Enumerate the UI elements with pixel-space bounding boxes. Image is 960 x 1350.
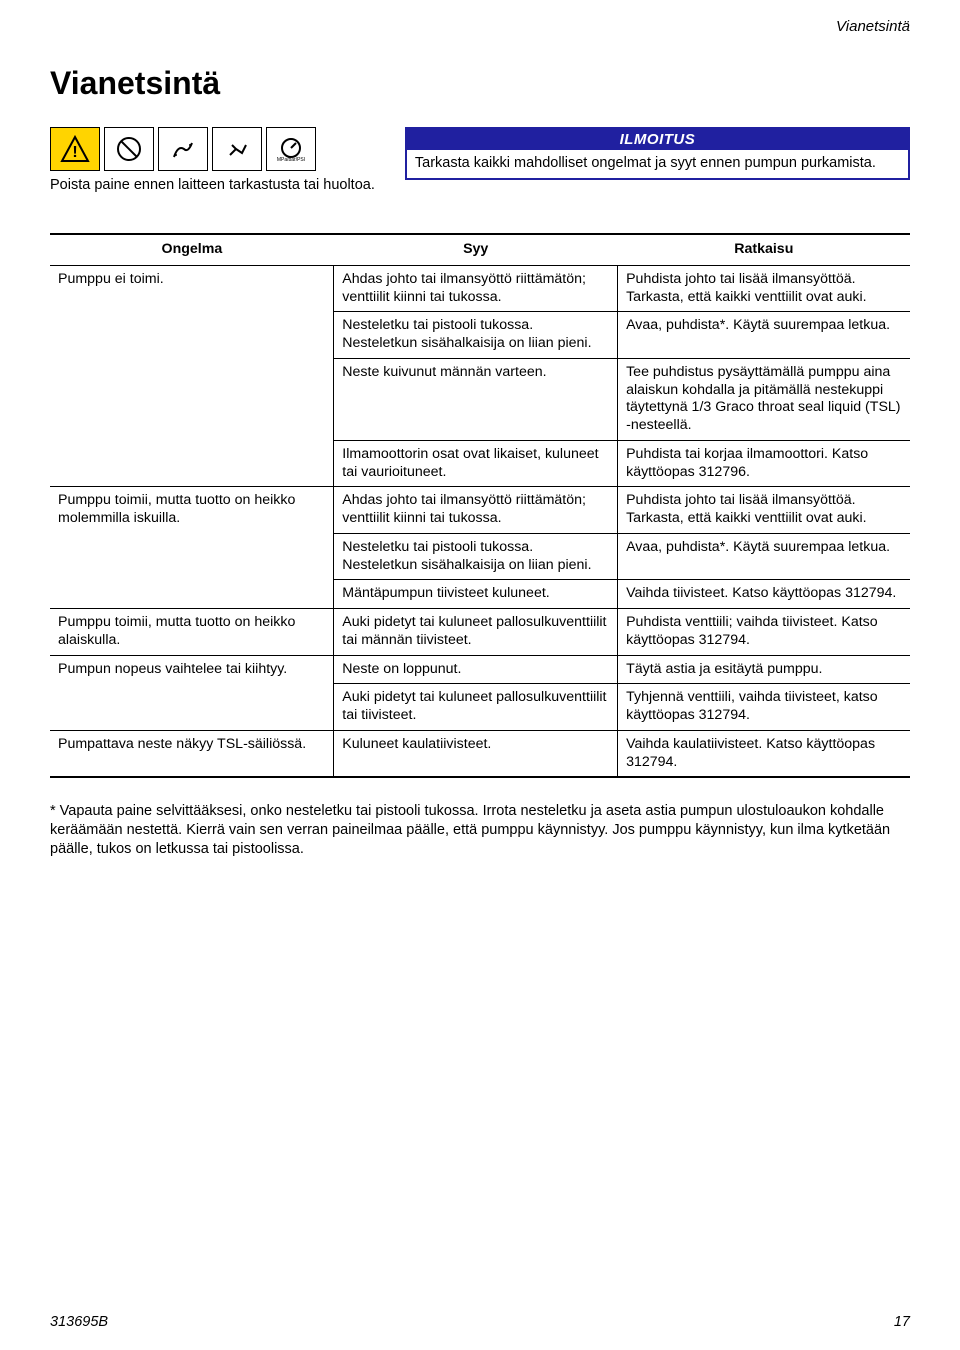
pressure-gauge-icon: MPa/bar/PSI	[266, 127, 316, 171]
cause-cell: Neste on loppunut.	[334, 655, 618, 684]
header-breadcrumb: Vianetsintä	[836, 18, 910, 35]
no-hand-icon	[104, 127, 154, 171]
solution-cell: Tyhjennä venttiili, vaihda tiivisteet, k…	[618, 684, 910, 731]
cause-cell: Ahdas johto tai ilmansyöttö riittämätön;…	[334, 487, 618, 534]
troubleshooting-table: Ongelma Syy Ratkaisu Pumppu ei toimi.Ahd…	[50, 233, 910, 778]
cause-cell: Ilmamoottorin osat ovat likaiset, kulune…	[334, 440, 618, 487]
cause-cell: Neste kuivunut männän varteen.	[334, 358, 618, 440]
footnote: * Vapauta paine selvittääksesi, onko nes…	[50, 802, 910, 859]
warning-icon-strip: ! MPa/bar/PSI	[50, 127, 375, 171]
col-header-cause: Syy	[334, 234, 618, 265]
splash-icon	[158, 127, 208, 171]
page-footer: 313695B 17	[50, 1314, 910, 1330]
col-header-solution: Ratkaisu	[618, 234, 910, 265]
notice-body: Tarkasta kaikki mahdolliset ongelmat ja …	[407, 150, 908, 178]
solution-cell: Puhdista johto tai lisää ilmansyöttöä. T…	[618, 265, 910, 312]
solution-cell: Puhdista johto tai lisää ilmansyöttöä. T…	[618, 487, 910, 534]
col-header-problem: Ongelma	[50, 234, 334, 265]
cause-cell: Mäntäpumpun tiivisteet kuluneet.	[334, 580, 618, 609]
cause-cell: Kuluneet kaulatiivisteet.	[334, 730, 618, 777]
notice-box: ILMOITUS Tarkasta kaikki mahdolliset ong…	[405, 127, 910, 180]
problem-cell: Pumppu toimii, mutta tuotto on heikko mo…	[50, 487, 334, 609]
warning-caption: Poista paine ennen laitteen tarkastusta …	[50, 177, 375, 193]
cause-cell: Nesteletku tai pistooli tukossa. Nestele…	[334, 533, 618, 580]
svg-text:!: !	[72, 144, 77, 161]
problem-cell: Pumppu ei toimi.	[50, 265, 334, 487]
solution-cell: Täytä astia ja esitäytä pumppu.	[618, 655, 910, 684]
solution-cell: Vaihda tiivisteet. Katso käyttöopas 3127…	[618, 580, 910, 609]
solution-cell: Vaihda kaulatiivisteet. Katso käyttöopas…	[618, 730, 910, 777]
cause-cell: Nesteletku tai pistooli tukossa. Nestele…	[334, 312, 618, 359]
warning-triangle-icon: !	[50, 127, 100, 171]
recoil-icon	[212, 127, 262, 171]
solution-cell: Avaa, puhdista*. Käytä suurempaa letkua.	[618, 533, 910, 580]
svg-text:MPa/bar/PSI: MPa/bar/PSI	[277, 157, 305, 163]
warning-block: ! MPa/bar/PSI Poista paine ennen laittee…	[50, 127, 375, 193]
cause-cell: Ahdas johto tai ilmansyöttö riittämätön;…	[334, 265, 618, 312]
notice-title: ILMOITUS	[407, 129, 908, 150]
problem-cell: Pumpun nopeus vaihtelee tai kiihtyy.	[50, 655, 334, 730]
cause-cell: Auki pidetyt tai kuluneet pallosulkuvent…	[334, 609, 618, 656]
solution-cell: Tee puhdistus pysäyttämällä pumppu aina …	[618, 358, 910, 440]
solution-cell: Puhdista venttiili; vaihda tiivisteet. K…	[618, 609, 910, 656]
footer-doc-id: 313695B	[50, 1314, 108, 1330]
cause-cell: Auki pidetyt tai kuluneet pallosulkuvent…	[334, 684, 618, 731]
footer-page-number: 17	[894, 1314, 910, 1330]
problem-cell: Pumpattava neste näkyy TSL-säiliössä.	[50, 730, 334, 777]
solution-cell: Puhdista tai korjaa ilmamoottori. Katso …	[618, 440, 910, 487]
page-title: Vianetsintä	[50, 65, 910, 102]
intro-row: ! MPa/bar/PSI Poista paine ennen laittee…	[50, 127, 910, 193]
solution-cell: Avaa, puhdista*. Käytä suurempaa letkua.	[618, 312, 910, 359]
problem-cell: Pumppu toimii, mutta tuotto on heikko al…	[50, 609, 334, 656]
